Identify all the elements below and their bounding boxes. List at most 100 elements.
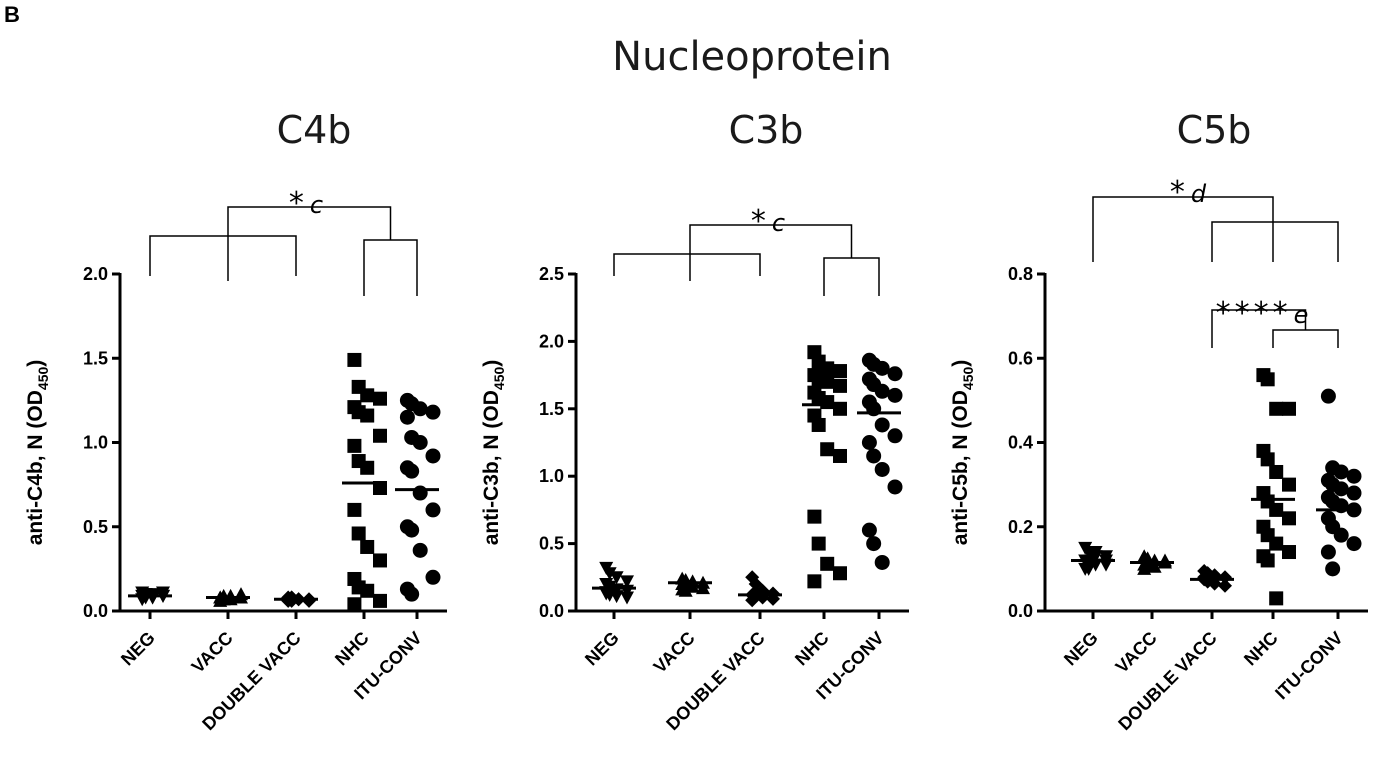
category-label: VACC <box>1112 628 1161 677</box>
data-point <box>425 448 441 464</box>
data-point <box>1333 464 1349 480</box>
data-point <box>373 593 387 608</box>
data-point <box>807 509 822 524</box>
y-tick-label: 0.4 <box>1008 433 1033 453</box>
data-point <box>874 417 890 433</box>
data-point <box>887 428 903 444</box>
data-point <box>1346 468 1362 484</box>
y-tick-label: 0.0 <box>539 601 564 621</box>
data-point <box>425 502 441 518</box>
y-tick-label: 2.0 <box>83 264 108 284</box>
data-point <box>861 522 877 538</box>
significance-letter: d <box>1191 180 1207 208</box>
category-label: VACC <box>188 628 237 677</box>
significance-letter: e <box>1294 301 1309 329</box>
category-label: VACC <box>650 628 699 677</box>
data-point <box>609 571 624 585</box>
data-point <box>1137 561 1152 575</box>
data-point <box>887 479 903 495</box>
data-point <box>874 383 890 399</box>
y-axis-label-main: anti-C5b, N (OD <box>949 390 972 545</box>
data-point <box>887 387 903 403</box>
series-neg <box>128 586 172 607</box>
bracket-line <box>1211 309 1307 348</box>
data-point <box>874 554 890 570</box>
bracket-line <box>823 257 880 296</box>
bracket-line <box>227 206 392 240</box>
significance-label: *d <box>1170 175 1207 210</box>
significance-label: *c <box>751 204 785 239</box>
data-point <box>347 352 362 367</box>
data-point <box>351 526 366 541</box>
chart-title: C5b <box>1177 108 1252 152</box>
data-point <box>360 408 375 423</box>
series-itu-conv <box>1316 388 1362 577</box>
category-label: NHC <box>1240 628 1282 670</box>
data-point <box>811 417 826 432</box>
y-axis-label-main: anti-C3b, N (OD <box>480 390 503 545</box>
data-point <box>1346 485 1362 501</box>
data-point <box>360 583 375 598</box>
category-label: ITU-CONV <box>1271 628 1347 704</box>
data-point <box>833 566 847 581</box>
series-nhc <box>1251 368 1296 606</box>
data-point <box>833 378 847 393</box>
bracket-line <box>1272 329 1339 348</box>
series-nhc <box>342 352 387 612</box>
y-axis-label-subscript: 450 <box>491 367 507 391</box>
series-neg <box>1071 541 1115 576</box>
figure-title: Nucleoprotein <box>612 34 892 80</box>
y-tick-label: 0.0 <box>83 601 108 621</box>
significance-letter: c <box>772 209 785 237</box>
data-point <box>1325 561 1341 577</box>
category-label: NEG <box>117 628 159 670</box>
data-point <box>412 542 428 558</box>
significance-bracket <box>149 206 418 296</box>
data-point <box>373 480 387 495</box>
data-point <box>620 591 634 605</box>
data-point <box>1269 536 1284 551</box>
data-point <box>1346 536 1362 552</box>
y-tick-label: 0.8 <box>1008 264 1033 284</box>
series-double-vacc <box>1190 563 1234 593</box>
significance-stars: * <box>289 186 308 221</box>
data-point <box>820 374 835 389</box>
data-point <box>866 536 882 552</box>
data-point <box>1320 388 1336 404</box>
data-point <box>866 448 882 464</box>
chart-title: C3b <box>729 108 804 152</box>
data-point <box>685 579 700 593</box>
data-point <box>1260 452 1275 467</box>
data-point <box>425 569 441 585</box>
y-tick-label: 2.0 <box>539 331 564 351</box>
data-point <box>1282 477 1296 492</box>
data-point <box>412 485 428 501</box>
significance-letter: c <box>310 191 323 219</box>
significance-bracket <box>613 224 880 296</box>
data-point <box>820 442 835 457</box>
data-point <box>1081 562 1096 576</box>
significance-stars: **** <box>1216 296 1292 331</box>
significance-label: *c <box>289 186 323 221</box>
data-point <box>360 388 375 403</box>
y-axis-label-subscript: 450 <box>35 367 51 391</box>
significance-stars: * <box>1170 175 1189 210</box>
y-tick-label: 1.5 <box>83 348 108 368</box>
data-point <box>1269 502 1284 517</box>
y-axis-label: anti-C4b, N (OD450) <box>24 360 51 546</box>
y-axis-label-subscript: 450 <box>960 367 976 391</box>
y-tick-label: 1.5 <box>539 399 564 419</box>
category-label: NHC <box>331 628 373 670</box>
data-point <box>404 522 420 538</box>
significance-stars: * <box>751 204 770 239</box>
series-itu-conv <box>857 352 903 570</box>
significance-bracket <box>1092 196 1339 262</box>
data-point <box>1333 481 1349 497</box>
data-point <box>833 364 847 379</box>
data-point <box>1320 544 1336 560</box>
data-point <box>1269 464 1284 479</box>
category-label: NEG <box>581 628 623 670</box>
y-tick-label: 0.0 <box>1008 601 1033 621</box>
series-double-vacc <box>738 570 782 608</box>
data-point <box>1282 401 1296 416</box>
